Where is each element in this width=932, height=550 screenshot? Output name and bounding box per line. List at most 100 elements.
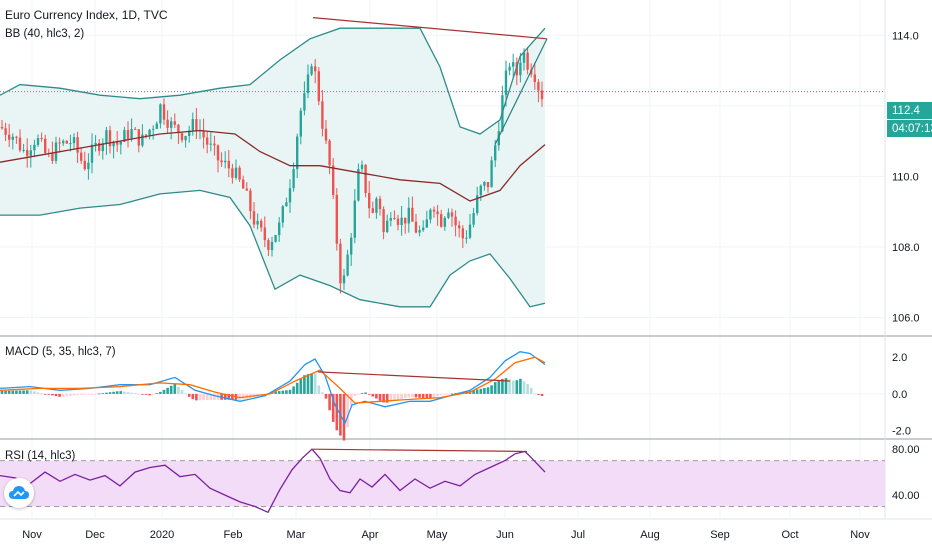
candle-body <box>490 160 492 187</box>
bb-indicator-label[interactable]: BB (40, hlc3, 2) <box>5 28 84 40</box>
candle-body <box>487 182 489 187</box>
candle-body <box>253 211 255 224</box>
macd-histogram-bar <box>451 394 454 395</box>
candle-body <box>400 218 402 225</box>
candle-body <box>469 225 471 238</box>
candle-body <box>451 212 453 216</box>
candle-body <box>163 104 165 119</box>
macd-histogram-bar <box>62 394 65 397</box>
macd-histogram-bar <box>98 394 101 395</box>
candle-body <box>328 141 330 166</box>
x-tick-label: May <box>427 529 448 541</box>
macd-histogram-bar <box>415 394 418 398</box>
macd-histogram-bar <box>314 373 317 393</box>
candle-body <box>220 160 222 162</box>
candle-body <box>80 153 82 161</box>
candle-body <box>368 193 370 208</box>
candle-body <box>364 165 366 193</box>
candle-body <box>156 123 158 128</box>
candle-body <box>134 129 136 130</box>
x-tick-label: 2020 <box>150 529 174 541</box>
macd-histogram-bar <box>206 394 209 400</box>
macd-histogram-bar <box>105 393 108 394</box>
candle-body <box>505 71 507 96</box>
macd-histogram-bar <box>48 394 51 395</box>
macd-histogram-bar <box>8 391 11 394</box>
macd-histogram-bar <box>148 394 151 395</box>
candle-body <box>94 143 96 145</box>
macd-histogram-bar <box>15 391 18 394</box>
macd-trendline <box>318 372 510 381</box>
macd-histogram-bar <box>80 394 83 395</box>
macd-histogram-bar <box>37 392 40 394</box>
candle-body <box>541 90 543 99</box>
candle-body <box>19 138 21 151</box>
macd-line <box>0 352 545 424</box>
candle-body <box>33 145 35 150</box>
macd-histogram-bar <box>91 394 94 395</box>
candle-body <box>66 141 68 144</box>
macd-histogram-bar <box>51 394 54 395</box>
macd-histogram-bar <box>109 392 112 394</box>
rsi-tick-label: 40.00 <box>892 490 920 502</box>
candle-body <box>109 130 111 146</box>
candle-body <box>213 144 215 146</box>
candle-body <box>267 240 269 250</box>
macd-histogram-bar <box>530 388 533 394</box>
candle-body <box>382 209 384 232</box>
macd-histogram-bar <box>87 394 90 395</box>
candle-body <box>429 210 431 220</box>
candle-body <box>494 145 496 160</box>
macd-histogram-bar <box>541 394 544 396</box>
candle-body <box>242 180 244 189</box>
candle-body <box>4 128 6 134</box>
candle-body <box>480 186 482 196</box>
candle-body <box>519 63 521 76</box>
macd-histogram-bar <box>202 394 205 400</box>
tradingview-cloud-icon[interactable] <box>4 478 34 508</box>
macd-histogram-bar <box>141 394 144 395</box>
macd-histogram-bar <box>26 390 29 394</box>
macd-histogram-bar <box>523 381 526 393</box>
candle-body <box>300 111 302 137</box>
macd-tick-label: 0.0 <box>892 389 907 401</box>
candle-body <box>51 153 53 161</box>
rsi-indicator-label[interactable]: RSI (14, hlc3) <box>5 450 75 462</box>
macd-histogram-bar <box>94 394 97 395</box>
x-tick-label: Jul <box>571 529 585 541</box>
macd-histogram-bar <box>364 392 367 393</box>
macd-histogram-bar <box>447 394 450 395</box>
last-price-badge: 112.4 <box>887 102 932 119</box>
macd-histogram-bar <box>278 391 281 394</box>
candle-body <box>350 238 352 255</box>
candle-body <box>73 137 75 143</box>
macd-histogram-bar <box>498 380 501 393</box>
macd-histogram-bar <box>138 394 141 395</box>
candle-body <box>440 214 442 227</box>
macd-histogram-bar <box>102 393 105 394</box>
macd-histogram-bar <box>184 394 187 395</box>
macd-histogram-bar <box>300 379 303 394</box>
x-tick-label: Aug <box>640 529 660 541</box>
candle-body <box>130 129 132 139</box>
candle-body <box>310 66 312 74</box>
macd-indicator-label[interactable]: MACD (5, 35, hlc3, 7) <box>5 346 116 358</box>
macd-histogram-bar <box>307 374 310 394</box>
macd-histogram-bar <box>480 389 483 394</box>
macd-histogram-bar <box>400 394 403 399</box>
rsi-trendline <box>313 449 527 451</box>
candle-body <box>426 219 428 227</box>
macd-histogram-bar <box>318 386 321 394</box>
macd-histogram-bar <box>379 394 382 401</box>
macd-histogram-bar <box>494 382 497 394</box>
candle-body <box>372 208 374 213</box>
x-tick-label: Oct <box>781 529 798 541</box>
candle-body <box>307 74 309 93</box>
candle-body <box>523 52 525 62</box>
candle-body <box>44 139 46 153</box>
candle-body <box>472 213 474 225</box>
macd-histogram-bar <box>483 388 486 394</box>
candle-body <box>217 145 219 160</box>
macd-histogram-bar <box>159 392 162 394</box>
